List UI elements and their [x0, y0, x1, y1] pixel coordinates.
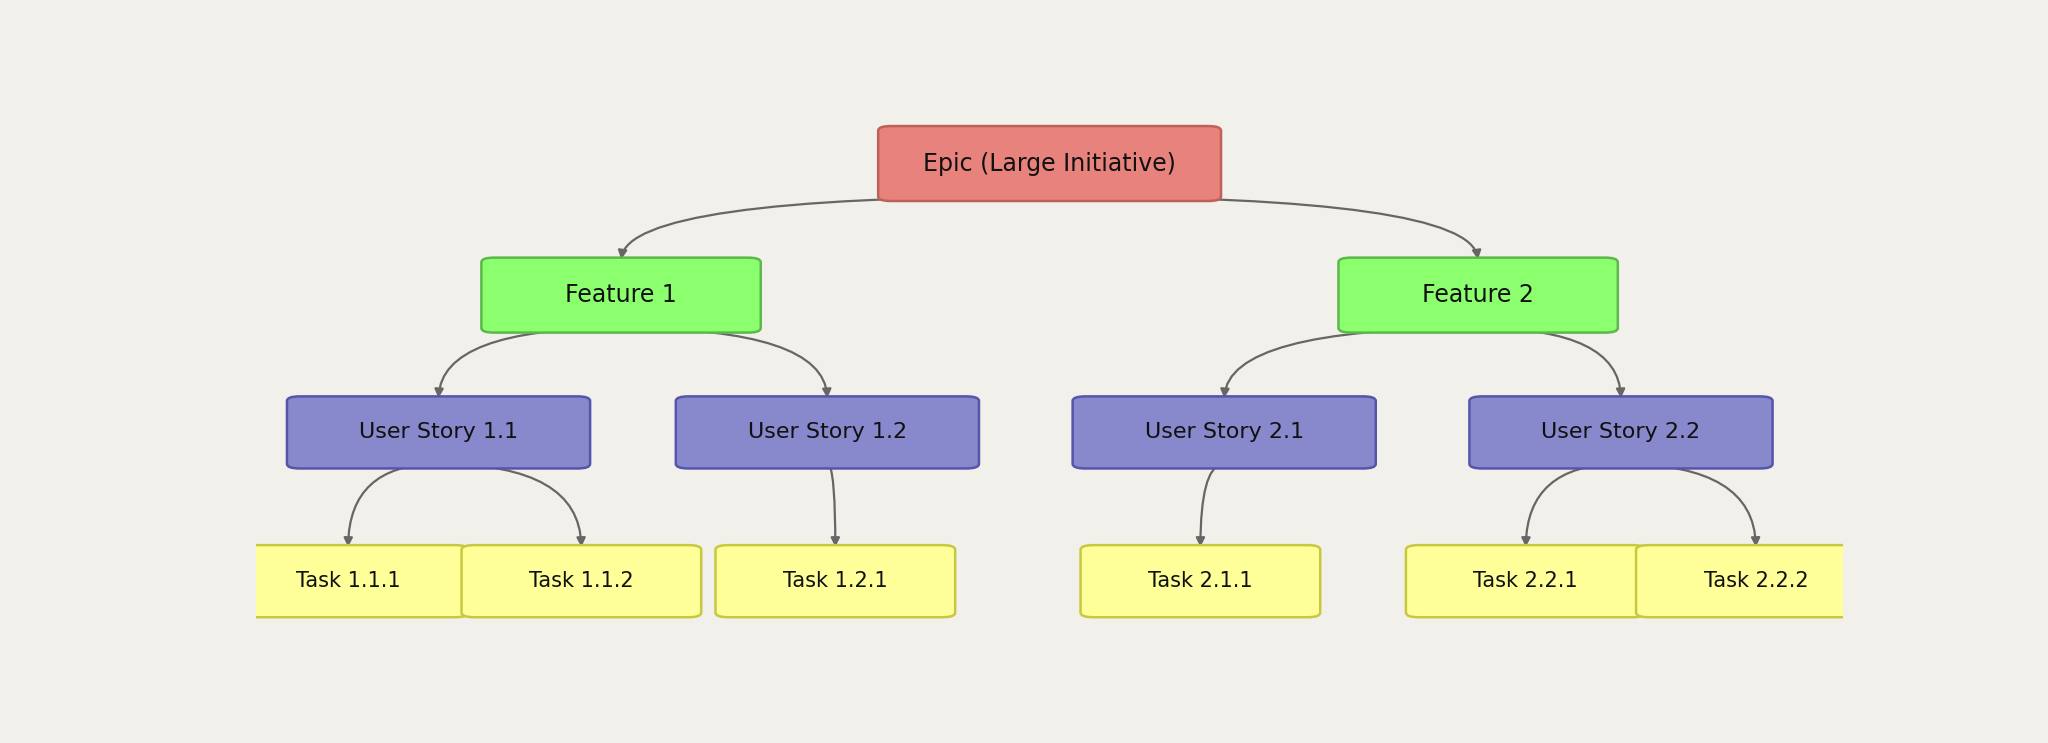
FancyBboxPatch shape: [715, 545, 954, 617]
Text: Task 1.1.1: Task 1.1.1: [295, 571, 399, 591]
Text: Task 1.1.2: Task 1.1.2: [528, 571, 633, 591]
Text: Epic (Large Initiative): Epic (Large Initiative): [924, 152, 1176, 175]
FancyBboxPatch shape: [461, 545, 700, 617]
FancyBboxPatch shape: [1339, 258, 1618, 333]
FancyBboxPatch shape: [676, 396, 979, 469]
FancyBboxPatch shape: [1468, 396, 1774, 469]
FancyBboxPatch shape: [1081, 545, 1321, 617]
Text: Task 1.2.1: Task 1.2.1: [782, 571, 887, 591]
FancyBboxPatch shape: [227, 545, 467, 617]
Text: Feature 1: Feature 1: [565, 283, 678, 307]
FancyBboxPatch shape: [287, 396, 590, 469]
FancyBboxPatch shape: [1636, 545, 1876, 617]
FancyBboxPatch shape: [879, 126, 1221, 201]
Text: Task 2.1.1: Task 2.1.1: [1149, 571, 1253, 591]
FancyBboxPatch shape: [1073, 396, 1376, 469]
Text: User Story 1.1: User Story 1.1: [358, 423, 518, 442]
FancyBboxPatch shape: [1405, 545, 1647, 617]
Text: User Story 1.2: User Story 1.2: [748, 423, 907, 442]
Text: Task 2.2.1: Task 2.2.1: [1473, 571, 1579, 591]
FancyBboxPatch shape: [481, 258, 760, 333]
Text: Task 2.2.2: Task 2.2.2: [1704, 571, 1808, 591]
Text: User Story 2.1: User Story 2.1: [1145, 423, 1305, 442]
Text: User Story 2.2: User Story 2.2: [1542, 423, 1700, 442]
Text: Feature 2: Feature 2: [1421, 283, 1534, 307]
